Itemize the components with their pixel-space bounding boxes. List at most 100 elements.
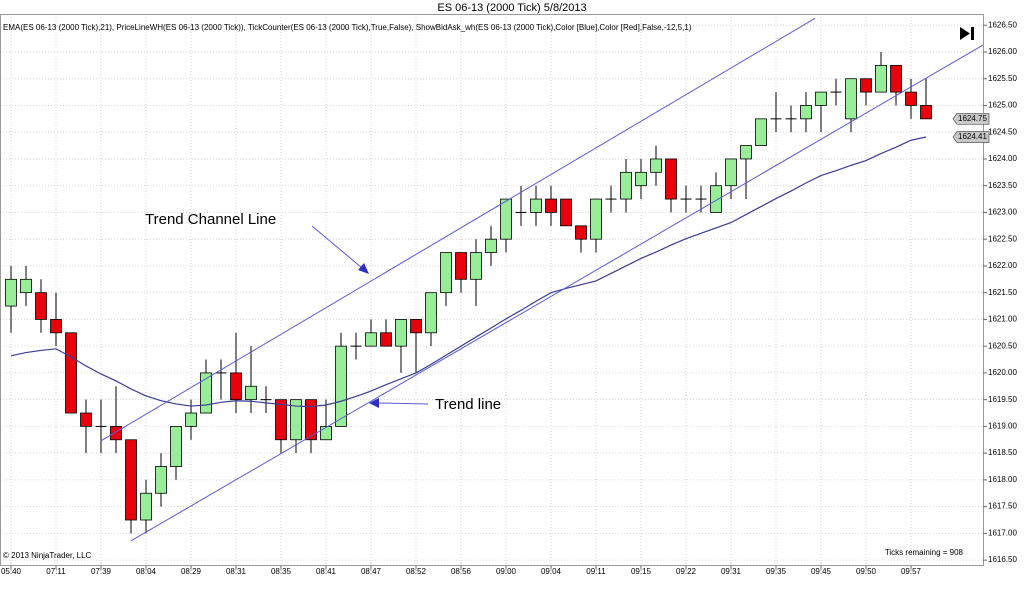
- x-tick-label: 08:41: [316, 567, 337, 576]
- end-bar-icon[interactable]: [971, 27, 974, 40]
- candle-body: [320, 425, 332, 441]
- x-tick-label: 09:04: [541, 567, 562, 576]
- candle-body: [890, 64, 902, 93]
- x-tick-label: 09:57: [901, 567, 922, 576]
- y-tick-label: 1623.50: [988, 181, 1017, 190]
- candle-body: [800, 105, 812, 120]
- candle-body: [395, 319, 407, 347]
- candle-body: [650, 158, 662, 173]
- end-button[interactable]: [960, 27, 974, 40]
- candle-body: [620, 171, 632, 200]
- trend-line: [100, 17, 816, 442]
- annotation-arrow: [377, 402, 429, 405]
- x-tick-label: 08:52: [406, 567, 427, 576]
- candle-body: [905, 91, 917, 106]
- candle-body: [5, 278, 17, 307]
- y-tick-label: 1621.50: [988, 288, 1017, 297]
- y-tick-label: 1618.50: [988, 448, 1017, 457]
- candle-body: [170, 425, 182, 467]
- ema-line: [10, 136, 927, 408]
- x-tick-label: 08:31: [226, 567, 247, 576]
- grid: [0, 14, 983, 566]
- candle-body: [410, 319, 422, 334]
- y-tick-label: 1625.00: [988, 101, 1017, 110]
- status-text: Ticks remaining = 908: [885, 548, 964, 557]
- chart-title: ES 06-13 (2000 Tick) 5/8/2013: [437, 2, 586, 14]
- trend-line: [130, 44, 984, 542]
- x-tick-label: 09:45: [811, 567, 832, 576]
- price-marker-label: 1624.75: [958, 114, 987, 123]
- y-tick-label: 1618.00: [988, 475, 1017, 484]
- candle-body: [35, 292, 47, 320]
- candle-body: [665, 158, 677, 200]
- y-tick-label: 1619.50: [988, 395, 1017, 404]
- annotation: Trend Channel Line: [145, 211, 276, 228]
- y-tick-label: 1623.00: [988, 208, 1017, 217]
- candle-body: [155, 466, 167, 494]
- y-tick-label: 1622.50: [988, 234, 1017, 243]
- candle-body: [230, 372, 242, 401]
- y-tick-label: 1620.50: [988, 341, 1017, 350]
- annotation-arrow: [311, 225, 363, 269]
- candle-body: [290, 399, 302, 441]
- x-tick-label: 05:40: [1, 567, 22, 576]
- arrow-head: [358, 263, 369, 274]
- x-tick-label: 07:39: [91, 567, 112, 576]
- candle-body: [440, 252, 452, 294]
- price-marker: [952, 112, 990, 125]
- y-tick-label: 1619.00: [988, 422, 1017, 431]
- x-tick-label: 08:56: [451, 567, 472, 576]
- candle-body: [305, 399, 317, 441]
- candle-body: [380, 332, 392, 347]
- candle-body: [485, 238, 497, 253]
- y-tick-label: 1624.50: [988, 127, 1017, 136]
- candle-body: [755, 118, 767, 146]
- price-marker: [952, 131, 990, 143]
- candle-body: [545, 198, 557, 213]
- x-tick-label: 09:00: [496, 567, 517, 576]
- arrow-head: [369, 398, 379, 408]
- candle-body: [140, 492, 152, 521]
- y-tick-label: 1620.00: [988, 368, 1017, 377]
- candle-body: [725, 158, 737, 187]
- copyright: © 2013 NinjaTrader, LLC: [3, 551, 92, 560]
- y-tick-label: 1625.50: [988, 74, 1017, 83]
- candle-body: [875, 64, 887, 93]
- candle-body: [65, 332, 77, 414]
- candle-body: [575, 225, 587, 240]
- candle-body: [920, 105, 932, 120]
- x-tick-label: 09:15: [631, 567, 652, 576]
- x-tick-label: 09:50: [856, 567, 877, 576]
- candle-body: [860, 78, 872, 93]
- candle-body: [20, 278, 32, 294]
- candle-body: [185, 412, 197, 427]
- candle-body: [125, 439, 137, 521]
- candle-body: [275, 399, 287, 441]
- y-tick-label: 1626.50: [988, 20, 1017, 29]
- y-tick-label: 1622.00: [988, 261, 1017, 270]
- y-tick-label: 1624.00: [988, 154, 1017, 163]
- x-tick-label: 09:31: [721, 567, 742, 576]
- y-tick-label: 1626.00: [988, 47, 1017, 56]
- x-tick-label: 09:35: [766, 567, 787, 576]
- candle-body: [200, 372, 212, 414]
- annotation: Trend line: [435, 396, 501, 413]
- candle-body: [365, 332, 377, 347]
- play-icon[interactable]: [960, 27, 970, 40]
- candle-body: [845, 78, 857, 120]
- x-tick-label: 07:11: [46, 567, 66, 576]
- x-tick-label: 08:47: [361, 567, 382, 576]
- candle-body: [335, 345, 347, 427]
- candle-body: [635, 171, 647, 187]
- x-tick-label: 08:35: [271, 567, 292, 576]
- candle-body: [815, 91, 827, 106]
- y-tick-label: 1621.00: [988, 315, 1017, 324]
- candle-body: [470, 252, 482, 280]
- candle-body: [455, 252, 467, 280]
- x-tick-label: 09:22: [676, 567, 697, 576]
- candle-body: [530, 198, 542, 213]
- candle-body: [590, 198, 602, 240]
- candle-body: [560, 198, 572, 227]
- candle-body: [80, 412, 92, 427]
